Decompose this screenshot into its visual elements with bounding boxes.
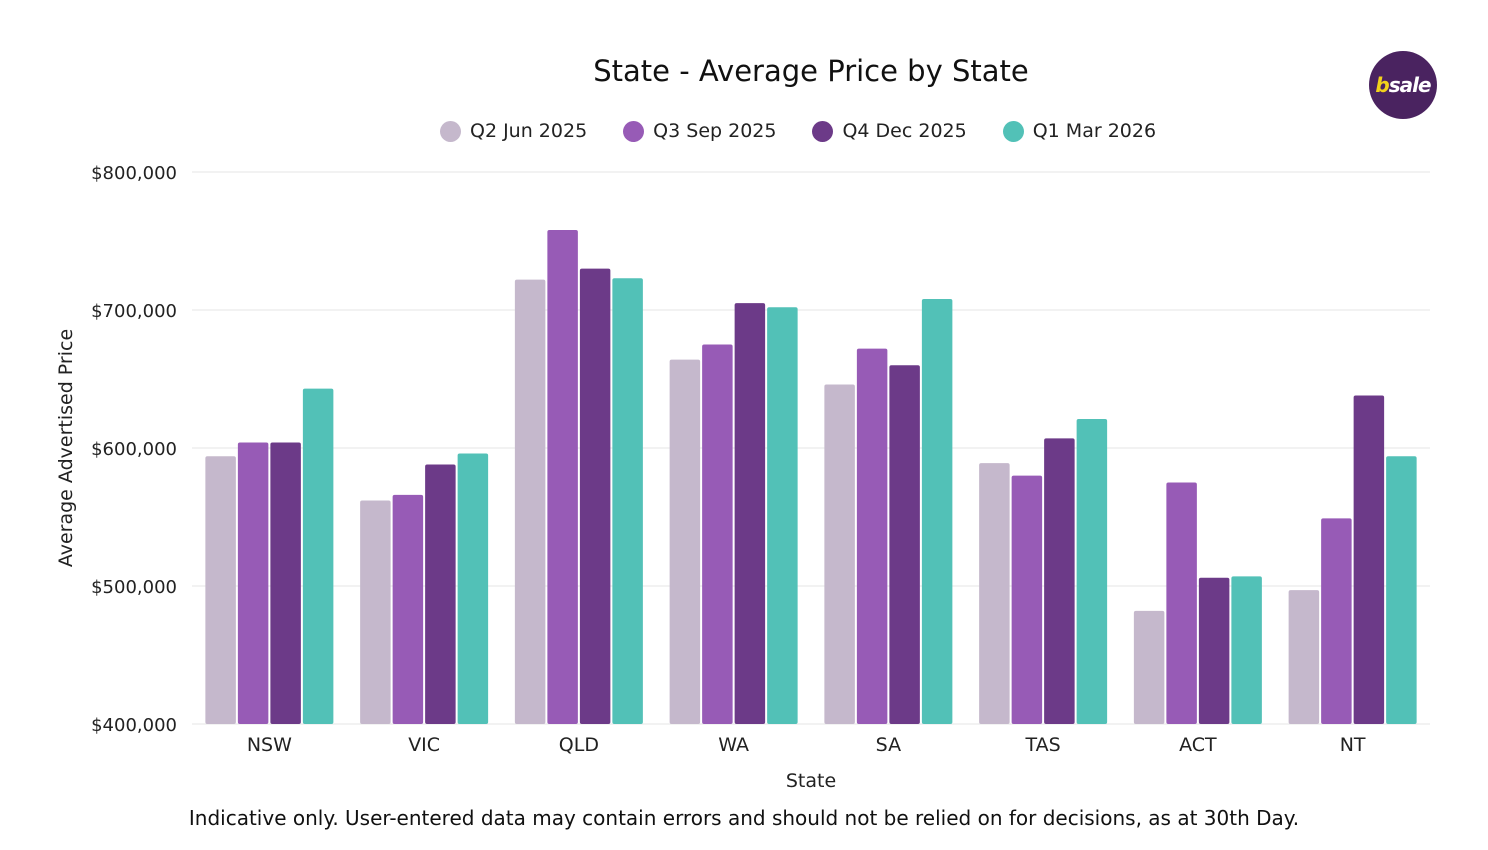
x-tick-label: VIC (408, 734, 440, 756)
bar-nsw-1 (237, 442, 269, 724)
legend-label: Q3 Sep 2025 (653, 120, 777, 142)
bar-vic-2 (425, 464, 456, 724)
y-tick-label: $500,000 (91, 577, 177, 598)
legend-item[interactable]: Q2 Jun 2025 (440, 120, 587, 142)
x-tick-label: TAS (1025, 734, 1061, 756)
legend-label: Q4 Dec 2025 (842, 120, 967, 142)
y-tick-label: $800,000 (91, 163, 177, 184)
bar-qld-3 (612, 278, 643, 724)
legend-swatch (440, 120, 461, 142)
bar-nt-1 (1321, 518, 1352, 724)
bar-sa-2 (889, 365, 920, 724)
y-tick-label: $400,000 (91, 715, 177, 736)
bar-act-1 (1166, 482, 1197, 724)
x-tick-label: WA (718, 734, 749, 756)
legend-label: Q2 Jun 2025 (470, 120, 588, 142)
bar-act-0 (1133, 610, 1165, 724)
chart-title: State - Average Price by State (593, 54, 1029, 88)
bar-nt-2 (1353, 395, 1385, 724)
bar-sa-1 (856, 348, 888, 724)
bar-wa-1 (702, 344, 733, 724)
x-tick-label: ACT (1179, 734, 1217, 756)
bar-tas-0 (979, 463, 1010, 724)
y-axis-label: Average Advertised Price (55, 329, 77, 567)
bar-qld-1 (547, 229, 578, 724)
x-tick-label: QLD (559, 734, 599, 756)
bar-nt-3 (1386, 456, 1417, 724)
legend-item[interactable]: Q4 Dec 2025 (812, 120, 967, 142)
bar-vic-1 (392, 494, 424, 724)
legend-swatch (1002, 120, 1024, 142)
bar-vic-3 (457, 453, 489, 724)
y-tick-label: $600,000 (91, 439, 177, 460)
disclaimer-footer: Indicative only. User-entered data may c… (188, 806, 1300, 830)
bar-act-2 (1198, 577, 1230, 724)
bsale-logo: b sale (1369, 51, 1437, 119)
x-tick-label: NSW (247, 734, 292, 756)
bar-nsw-0 (205, 456, 236, 724)
bar-tas-2 (1044, 438, 1075, 724)
bar-wa-0 (669, 359, 701, 724)
legend-item[interactable]: Q1 Mar 2026 (1002, 120, 1157, 142)
bar-tas-1 (1011, 475, 1043, 724)
legend-item[interactable]: Q3 Sep 2025 (623, 120, 776, 142)
bar-sa-0 (824, 384, 855, 724)
bar-nt-0 (1288, 590, 1320, 724)
bar-vic-0 (360, 500, 391, 724)
bar-nsw-3 (302, 388, 334, 724)
legend-label: Q1 Mar 2026 (1032, 120, 1157, 142)
legend: Q2 Jun 2025 Q3 Sep 2025 Q4 Dec 2025 Q1 M… (440, 120, 1192, 142)
x-tick-label: SA (876, 734, 901, 756)
bar-sa-3 (921, 298, 953, 724)
legend-swatch (812, 120, 834, 142)
bar-qld-0 (514, 279, 546, 724)
legend-swatch (623, 120, 645, 142)
x-axis-label: State (786, 770, 836, 792)
y-tick-label: $700,000 (91, 301, 177, 322)
bar-wa-3 (767, 307, 798, 724)
bar-tas-3 (1076, 419, 1108, 724)
bar-wa-2 (734, 303, 766, 724)
bar-act-3 (1231, 576, 1262, 724)
x-tick-label: NT (1340, 734, 1366, 756)
bar-nsw-2 (270, 442, 301, 724)
bar-qld-2 (579, 268, 611, 724)
